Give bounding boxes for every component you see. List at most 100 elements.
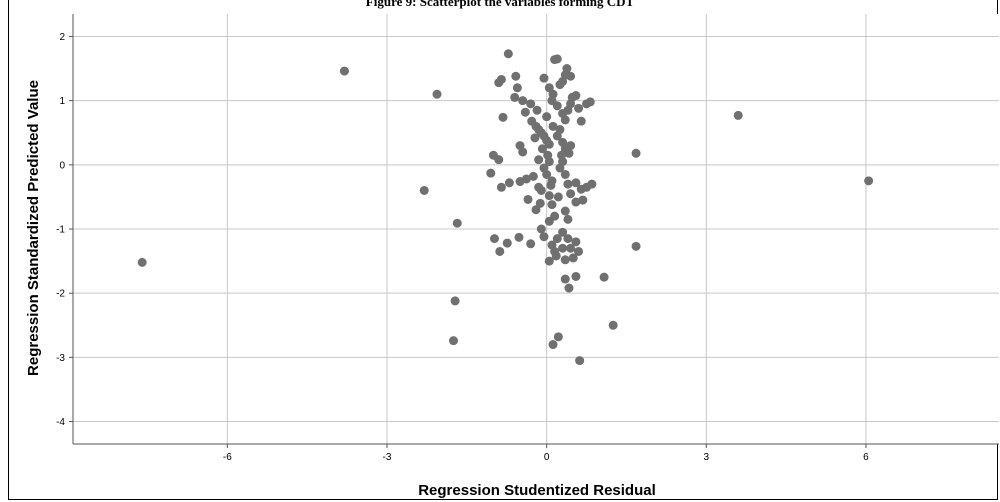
data-point bbox=[585, 97, 595, 107]
data-point bbox=[574, 246, 584, 256]
data-point bbox=[523, 194, 533, 204]
data-point bbox=[571, 91, 581, 101]
data-points bbox=[137, 49, 874, 366]
data-point bbox=[498, 112, 508, 122]
data-point bbox=[526, 239, 536, 249]
data-point bbox=[563, 214, 573, 224]
data-point bbox=[432, 89, 442, 99]
data-point bbox=[494, 155, 504, 165]
data-point bbox=[578, 195, 588, 205]
plot-axes bbox=[69, 14, 999, 448]
data-point bbox=[560, 206, 570, 216]
data-point bbox=[531, 205, 541, 215]
data-point bbox=[560, 169, 570, 179]
data-point bbox=[339, 66, 349, 76]
data-point bbox=[560, 274, 570, 284]
data-point bbox=[544, 191, 554, 201]
data-point bbox=[564, 148, 574, 158]
data-point bbox=[450, 296, 460, 306]
y-tick-label: 2 bbox=[59, 32, 65, 43]
data-point bbox=[496, 182, 506, 192]
data-point bbox=[526, 99, 536, 109]
x-tick-label: 0 bbox=[544, 452, 550, 463]
x-tick-label: -3 bbox=[383, 452, 392, 463]
data-point bbox=[544, 216, 554, 226]
data-point bbox=[511, 71, 521, 81]
data-point bbox=[518, 147, 528, 157]
data-point bbox=[449, 336, 459, 346]
data-point bbox=[575, 356, 585, 366]
data-point bbox=[571, 178, 581, 188]
data-point bbox=[520, 107, 530, 117]
data-point bbox=[504, 178, 514, 188]
data-point bbox=[496, 74, 506, 84]
x-tick-label: -6 bbox=[223, 452, 232, 463]
y-tick-label: -4 bbox=[56, 417, 65, 428]
data-point bbox=[566, 141, 576, 151]
data-point bbox=[576, 116, 586, 126]
data-point bbox=[574, 103, 584, 113]
data-point bbox=[502, 238, 512, 248]
data-point bbox=[528, 171, 538, 181]
data-point bbox=[571, 237, 581, 247]
data-point bbox=[558, 243, 568, 253]
data-point bbox=[489, 234, 499, 244]
data-point bbox=[539, 73, 549, 83]
data-point bbox=[631, 148, 641, 158]
y-tick-label: 0 bbox=[59, 160, 65, 171]
data-point bbox=[555, 80, 565, 90]
data-point bbox=[560, 115, 570, 125]
data-point bbox=[566, 189, 576, 199]
data-point bbox=[550, 55, 560, 65]
y-axis-title: Regression Standardized Predicted Value bbox=[25, 80, 42, 376]
data-point bbox=[631, 241, 641, 251]
data-point bbox=[733, 110, 743, 120]
data-point bbox=[555, 125, 565, 135]
y-tick-label: -3 bbox=[56, 353, 65, 364]
data-point bbox=[535, 198, 545, 208]
data-point bbox=[555, 163, 565, 173]
x-axis-title: Regression Studentized Residual bbox=[418, 482, 656, 499]
x-tick-labels: -6 -3 0 3 6 bbox=[223, 452, 869, 463]
data-point bbox=[546, 180, 556, 190]
data-point bbox=[137, 257, 147, 267]
data-point bbox=[452, 218, 462, 228]
y-tick-label: 1 bbox=[59, 96, 65, 107]
data-point bbox=[536, 224, 546, 234]
data-point bbox=[568, 253, 578, 263]
data-point bbox=[503, 49, 513, 59]
data-point bbox=[544, 157, 554, 167]
data-point bbox=[532, 105, 542, 115]
figure-caption: Figure 9: Scatterplot the variables form… bbox=[365, 0, 635, 9]
data-point bbox=[563, 179, 573, 189]
data-point bbox=[534, 155, 544, 165]
data-point bbox=[542, 169, 552, 179]
data-point bbox=[563, 234, 573, 244]
data-point bbox=[571, 197, 581, 207]
data-point bbox=[486, 168, 496, 178]
data-point bbox=[571, 271, 581, 281]
data-point bbox=[548, 340, 558, 350]
data-point bbox=[558, 227, 568, 237]
data-point bbox=[539, 232, 549, 242]
data-point bbox=[560, 255, 570, 265]
data-point bbox=[530, 133, 540, 143]
data-point bbox=[544, 83, 554, 93]
data-point bbox=[587, 179, 597, 189]
data-point bbox=[557, 150, 567, 160]
data-point bbox=[536, 185, 546, 195]
data-point bbox=[521, 174, 531, 184]
data-point bbox=[419, 185, 429, 195]
data-point bbox=[547, 200, 557, 210]
data-point bbox=[599, 272, 609, 282]
data-point bbox=[514, 232, 524, 242]
data-point bbox=[553, 192, 563, 202]
x-tick-label: 3 bbox=[704, 452, 710, 463]
data-point bbox=[542, 112, 552, 122]
data-point bbox=[518, 96, 528, 106]
data-point bbox=[560, 70, 570, 80]
data-point bbox=[512, 83, 522, 93]
x-tick-label: 6 bbox=[863, 452, 869, 463]
data-point bbox=[537, 144, 547, 154]
